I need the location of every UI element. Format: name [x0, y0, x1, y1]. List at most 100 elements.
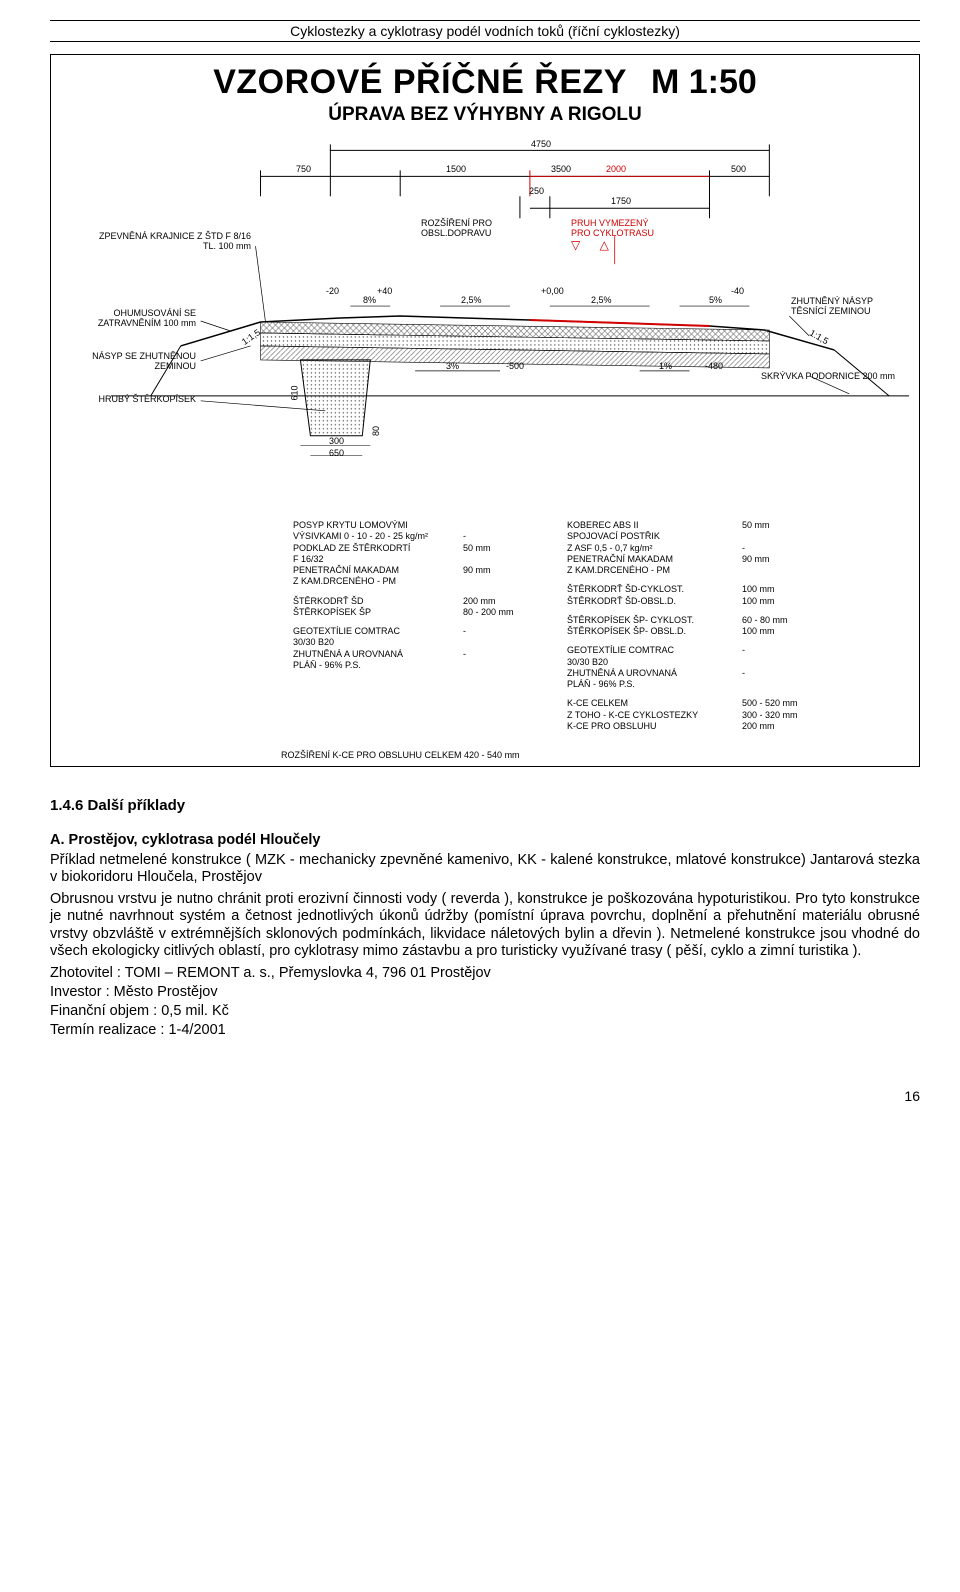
spec-label: 30/30 B20: [293, 637, 463, 648]
dim-250: 250: [529, 186, 544, 196]
dim-610: 610: [290, 385, 300, 400]
spec-value: -: [463, 531, 523, 542]
label-zpev-2: TL. 100 mm: [203, 241, 251, 251]
spec-label: ŠTĚRKODRŤ ŠD: [293, 596, 463, 607]
dim-3pct: 3%: [446, 361, 459, 371]
spec-value: -: [463, 626, 523, 637]
spec-label: GEOTEXTÍLIE COMTRAC: [567, 645, 742, 656]
label-ohum-1: OHUMUSOVÁNÍ SE: [113, 308, 196, 318]
spec-label: F 16/32: [293, 554, 463, 565]
spec-row: ŠTĚRKODRŤ ŠD200 mm: [293, 596, 523, 607]
label-ohum-2: ZATRAVNĚNÍM 100 mm: [98, 318, 196, 328]
dim-p40: +40: [377, 286, 392, 296]
body-para-2: Obrusnou vrstvu je nutno chránit proti e…: [50, 891, 920, 961]
spec-value: 200 mm: [463, 596, 523, 607]
spec-row: K-CE CELKEM500 - 520 mm: [567, 698, 812, 709]
spec-label: Z ASF 0,5 - 0,7 kg/m²: [567, 543, 742, 554]
label-zpev-1: ZPEVNĚNÁ KRAJNICE Z ŠTD F 8/16: [99, 231, 251, 241]
spec-label: POSYP KRYTU LOMOVÝMI: [293, 520, 463, 531]
dim-300: 300: [329, 436, 344, 446]
spec-value: [463, 637, 523, 648]
spec-row: ZHUTNĚNÁ A UROVNANÁ-: [567, 668, 812, 679]
spec-value: [463, 554, 523, 565]
diagram-title: VZOROVÉ PŘÍČNÉ ŘEZY: [213, 63, 627, 102]
spec-label: Z KAM.DRCENÉHO - PM: [293, 576, 463, 587]
spec-row: 30/30 B20: [293, 637, 523, 648]
spec-value: 200 mm: [742, 721, 812, 732]
spec-value: 100 mm: [742, 596, 812, 607]
spec-row: Z ASF 0,5 - 0,7 kg/m²-: [567, 543, 812, 554]
label-hruby: HRUBÝ ŠTĚRKOPÍSEK: [61, 394, 196, 404]
spec-value: 500 - 520 mm: [742, 698, 812, 709]
spec-value: 90 mm: [463, 565, 523, 576]
diagram-scale: M 1:50: [651, 63, 757, 102]
field-termin: Termín realizace : 1-4/2001: [50, 1021, 920, 1040]
header-title: Cyklostezky a cyklotrasy podél vodních t…: [50, 23, 920, 39]
spec-value: -: [463, 649, 523, 660]
spec-value: [742, 565, 812, 576]
dim-2000: 2000: [606, 164, 626, 174]
spec-value: [463, 520, 523, 531]
dim-650: 650: [329, 448, 344, 458]
spec-row: POSYP KRYTU LOMOVÝMI: [293, 520, 523, 531]
spec-label: ZHUTNĚNÁ A UROVNANÁ: [293, 649, 463, 660]
dim-25a: 2,5%: [461, 295, 482, 305]
spec-col-right: KOBEREC ABS II50 mmSPOJOVACÍ POSTŘIKZ AS…: [567, 520, 812, 732]
dim-p000: +0,00: [541, 286, 564, 296]
spec-label: PENETRAČNÍ MAKADAM: [567, 554, 742, 565]
spec-col-left: POSYP KRYTU LOMOVÝMIVÝSIVKAMI 0 - 10 - 2…: [293, 520, 523, 732]
spec-row: GEOTEXTÍLIE COMTRAC-: [293, 626, 523, 637]
dim-25b: 2,5%: [591, 295, 612, 305]
dim-8pct: 8%: [363, 295, 376, 305]
label-rozsir-1: ROZŠÍŘENÍ PRO: [421, 218, 492, 228]
spec-row: KOBEREC ABS II50 mm: [567, 520, 812, 531]
dim-m500: -500: [506, 361, 524, 371]
dim-m480: -480: [705, 361, 723, 371]
spec-value: 60 - 80 mm: [742, 615, 812, 626]
header-rule: [50, 20, 920, 21]
dim-5pct: 5%: [709, 295, 722, 305]
spec-row: VÝSIVKAMI 0 - 10 - 20 - 25 kg/m²-: [293, 531, 523, 542]
dim-3500: 3500: [551, 164, 571, 174]
spec-value: 50 mm: [463, 543, 523, 554]
spec-row: Z KAM.DRCENÉHO - PM: [293, 576, 523, 587]
field-objem: Finanční objem : 0,5 mil. Kč: [50, 1002, 920, 1021]
spec-value: -: [742, 668, 812, 679]
spec-label: ŠTĚRKOPÍSEK ŠP: [293, 607, 463, 618]
spec-row: PENETRAČNÍ MAKADAM90 mm: [293, 565, 523, 576]
spec-value: 100 mm: [742, 584, 812, 595]
label-nasypl: NÁSYP SE ZHUTNĚNOU ZEMINOU: [61, 351, 196, 372]
spec-label: Z TOHO - K-CE CYKLOSTEZKY: [567, 710, 742, 721]
spec-row: PLÁŇ - 96% P.S.: [567, 679, 812, 690]
spec-label: PODKLAD ZE ŠTĚRKODRTÍ: [293, 543, 463, 554]
spec-row: Z TOHO - K-CE CYKLOSTEZKY300 - 320 mm: [567, 710, 812, 721]
spec-row: K-CE PRO OBSLUHU200 mm: [567, 721, 812, 732]
spec-value: 50 mm: [742, 520, 812, 531]
label-zpev: ZPEVNĚNÁ KRAJNICE Z ŠTD F 8/16 TL. 100 m…: [61, 231, 251, 252]
header-rule2: [50, 41, 920, 42]
triangle-icons: ▽ △: [571, 238, 617, 252]
spec-label: ŠTĚRKODRŤ ŠD-OBSL.D.: [567, 596, 742, 607]
dim-80: 80: [371, 426, 381, 436]
dim-m20: -20: [326, 286, 339, 296]
label-ohum: OHUMUSOVÁNÍ SE ZATRAVNĚNÍM 100 mm: [61, 308, 196, 329]
spec-label: Z KAM.DRCENÉHO - PM: [567, 565, 742, 576]
spec-value: [742, 657, 812, 668]
dim-1750: 1750: [611, 196, 631, 206]
spec-label: ŠTĚRKODRŤ ŠD-CYKLOST.: [567, 584, 742, 595]
spec-label: K-CE PRO OBSLUHU: [567, 721, 742, 732]
dim-4750: 4750: [531, 139, 551, 149]
spec-zone: POSYP KRYTU LOMOVÝMIVÝSIVKAMI 0 - 10 - 2…: [51, 516, 919, 742]
spec-value: [742, 531, 812, 542]
spec-row: PODKLAD ZE ŠTĚRKODRTÍ50 mm: [293, 543, 523, 554]
spec-value: 100 mm: [742, 626, 812, 637]
spec-label: ZHUTNĚNÁ A UROVNANÁ: [567, 668, 742, 679]
spec-value: 300 - 320 mm: [742, 710, 812, 721]
spec-row: ZHUTNĚNÁ A UROVNANÁ-: [293, 649, 523, 660]
dim-m40: -40: [731, 286, 744, 296]
label-nasypl-2: ZEMINOU: [155, 361, 197, 371]
spec-label: PLÁŇ - 96% P.S.: [567, 679, 742, 690]
spec-row: ŠTĚRKODRŤ ŠD-OBSL.D.100 mm: [567, 596, 812, 607]
footer-note: ROZŠÍŘENÍ K-CE PRO OBSLUHU CELKEM 420 - …: [51, 750, 919, 760]
label-pruh-1: PRUH VYMEZENÝ: [571, 218, 649, 228]
